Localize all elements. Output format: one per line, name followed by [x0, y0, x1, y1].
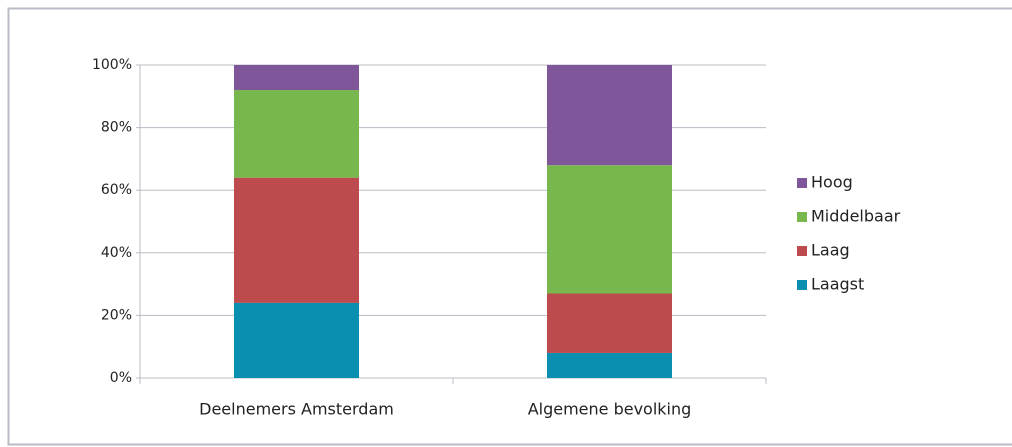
legend-label: Laag — [811, 241, 850, 260]
bar-segment — [547, 293, 672, 353]
legend-swatch — [797, 246, 807, 256]
bar-segment — [547, 352, 672, 378]
legend-swatch — [797, 212, 807, 222]
bar-segment — [547, 165, 672, 294]
bar-segment — [234, 90, 359, 178]
legend-swatch — [797, 280, 807, 290]
x-tick-label: Algemene bevolking — [528, 400, 692, 419]
y-tick-label: 0% — [110, 370, 132, 386]
legend-swatch — [797, 178, 807, 188]
y-tick-label: 100% — [92, 57, 132, 73]
bar-segment — [547, 65, 672, 166]
y-tick-label: 20% — [101, 307, 132, 323]
y-tick-label: 80% — [101, 120, 132, 136]
frame — [7, 7, 1012, 446]
bar-segment — [234, 65, 359, 91]
bar-segment — [234, 177, 359, 303]
legend-label: Hoog — [811, 173, 853, 192]
legend-label: Laagst — [811, 275, 864, 294]
x-tick-label: Deelnemers Amsterdam — [199, 400, 394, 419]
y-tick-label: 40% — [101, 245, 132, 261]
bar-segment — [234, 302, 359, 378]
y-tick-label: 60% — [101, 182, 132, 198]
legend-label: Middelbaar — [811, 207, 901, 226]
